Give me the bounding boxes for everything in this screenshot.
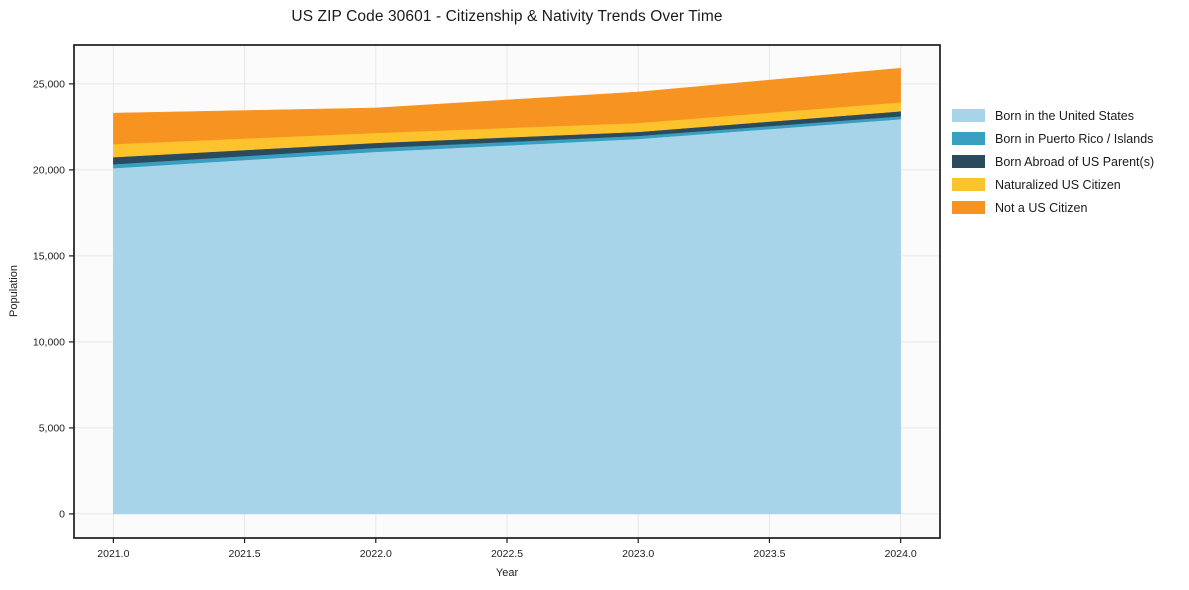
area-series xyxy=(113,67,901,145)
x-tick-label: 2024.0 xyxy=(885,548,917,560)
area-series xyxy=(113,118,901,515)
y-axis-title: Population xyxy=(8,265,20,317)
legend-label: Born in the United States xyxy=(995,108,1134,123)
x-axis-title: Year xyxy=(496,567,519,579)
legend-item: Born in Puerto Rico / Islands xyxy=(952,127,1154,150)
y-tick-label: 10,000 xyxy=(33,337,65,349)
axis-ticks xyxy=(69,83,902,543)
y-tick-label: 25,000 xyxy=(33,79,65,91)
x-tick-label: 2023.0 xyxy=(622,548,654,560)
legend-item: Naturalized US Citizen xyxy=(952,173,1154,196)
y-tick-label: 0 xyxy=(59,509,65,521)
y-tick-label: 15,000 xyxy=(33,251,65,263)
stacked-areas xyxy=(113,67,901,515)
legend-label: Born in Puerto Rico / Islands xyxy=(995,131,1154,146)
x-tick-label: 2023.5 xyxy=(753,548,785,560)
tick-labels: 2021.0 2021.5 2022.0 2022.5 2023.0 2023.5 2024… xyxy=(33,79,917,560)
y-tick-label: 5,000 xyxy=(39,423,65,435)
legend-swatch xyxy=(952,109,985,122)
legend-swatch xyxy=(952,132,985,145)
legend-item: Born Abroad of US Parent(s) xyxy=(952,150,1154,173)
legend-swatch xyxy=(952,201,985,214)
chart-title: US ZIP Code 30601 - Citizenship & Nativi… xyxy=(291,8,723,25)
legend-label: Not a US Citizen xyxy=(995,200,1088,215)
legend-item: Not a US Citizen xyxy=(952,196,1154,219)
legend-swatch xyxy=(952,178,985,191)
x-tick-label: 2021.5 xyxy=(229,548,261,560)
legend-label: Born Abroad of US Parent(s) xyxy=(995,154,1155,169)
x-tick-label: 2021.0 xyxy=(97,548,129,560)
y-tick-label: 20,000 xyxy=(33,165,65,177)
legend-swatch xyxy=(952,155,985,168)
x-tick-label: 2022.0 xyxy=(360,548,392,560)
legend-item: Born in the United States xyxy=(952,104,1154,127)
x-tick-label: 2022.5 xyxy=(491,548,523,560)
legend: Born in the United States Born in Puerto … xyxy=(952,104,1154,219)
legend-label: Naturalized US Citizen xyxy=(995,177,1121,192)
